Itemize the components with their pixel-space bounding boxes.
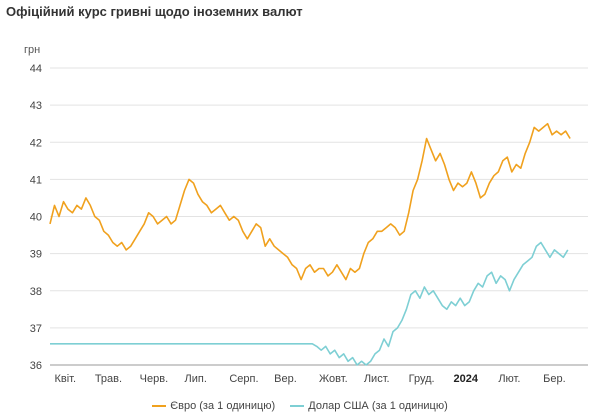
x-axis-ticks: Квіт. Трав. Черв. Лип. Серп. Вер. Жовт. Лист. Гр… xyxy=(54,373,565,385)
x-tick-label: Жовт. xyxy=(319,373,348,385)
x-tick-label: Вер. xyxy=(274,373,297,385)
y-tick-label: 36 xyxy=(30,360,42,372)
series-lines xyxy=(49,122,571,366)
x-tick-label: Черв. xyxy=(140,373,168,385)
x-tick-label: Лют. xyxy=(498,373,520,385)
series-line-euro[interactable] xyxy=(49,122,571,281)
y-tick-label: 39 xyxy=(30,249,42,261)
y-tick-label: 41 xyxy=(30,174,42,186)
x-tick-label: Серп. xyxy=(229,373,258,385)
y-axis-ticks: 36 37 38 39 40 41 42 43 44 xyxy=(30,63,42,372)
legend-item-usd[interactable]: Долар США (за 1 одиницю) xyxy=(290,400,448,412)
legend-label-usd: Долар США (за 1 одиницю) xyxy=(308,400,448,412)
chart-title: Офіційний курс гривні щодо іноземних вал… xyxy=(6,4,303,19)
legend-swatch-usd xyxy=(290,405,305,407)
grid-lines xyxy=(50,67,588,366)
legend-item-euro[interactable]: Євро (за 1 одиницю) xyxy=(152,400,275,412)
x-tick-label: Квіт. xyxy=(54,373,76,385)
series-line-usd[interactable] xyxy=(50,241,569,366)
y-tick-label: 37 xyxy=(30,323,42,335)
y-tick-label: 38 xyxy=(30,286,42,298)
y-tick-label: 43 xyxy=(30,100,42,112)
x-tick-label: Лист. xyxy=(364,373,390,385)
x-tick-label: Лип. xyxy=(185,373,207,385)
chart-legend: Євро (за 1 одиницю) Долар США (за 1 один… xyxy=(0,398,600,412)
x-tick-label: Трав. xyxy=(95,373,122,385)
y-tick-label: 42 xyxy=(30,137,42,149)
x-tick-label: 2024 xyxy=(454,373,479,385)
legend-swatch-euro xyxy=(152,405,167,407)
x-tick-label: Бер. xyxy=(543,373,566,385)
y-tick-label: 44 xyxy=(30,63,42,75)
y-tick-label: 40 xyxy=(30,212,42,224)
x-tick-label: Груд. xyxy=(409,373,435,385)
y-axis-unit-label: грн xyxy=(24,44,41,56)
legend-label-euro: Євро (за 1 одиницю) xyxy=(170,400,276,412)
